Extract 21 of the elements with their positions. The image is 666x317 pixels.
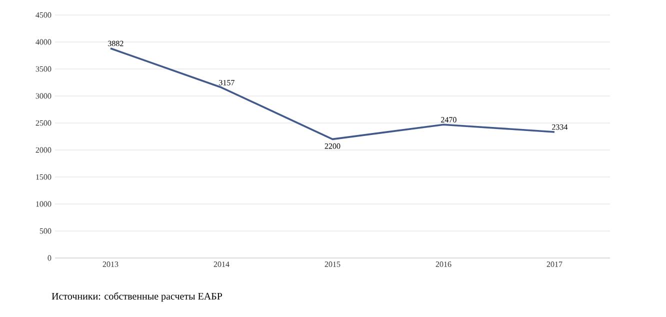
y-tick-label: 0: [48, 255, 52, 261]
y-tick-label: 500: [40, 228, 52, 234]
x-tick-label: 2014: [214, 262, 230, 267]
data-label: 3157: [219, 80, 234, 86]
y-tick-label: 3500: [36, 66, 52, 72]
x-tick-label: 2016: [436, 262, 452, 267]
data-label: 2470: [441, 117, 456, 122]
x-tick-label: 2017: [546, 262, 562, 267]
y-tick-label: 4000: [36, 39, 52, 45]
data-label: 3882: [108, 40, 124, 46]
y-tick-label: 1000: [36, 201, 52, 207]
data-label: 2334: [552, 124, 568, 130]
y-tick-label: 2000: [36, 147, 52, 153]
y-tick-label: 4500: [36, 12, 52, 18]
data-label: 2200: [324, 143, 340, 149]
x-tick-label: 2015: [324, 262, 340, 267]
text: Источники: собственные расчеты ЕАБР: [52, 292, 222, 302]
y-tick-label: 1500: [36, 174, 52, 180]
x-tick-label: 2013: [102, 262, 118, 267]
y-tick-label: 3000: [36, 93, 52, 99]
y-tick-label: 2500: [36, 120, 52, 126]
